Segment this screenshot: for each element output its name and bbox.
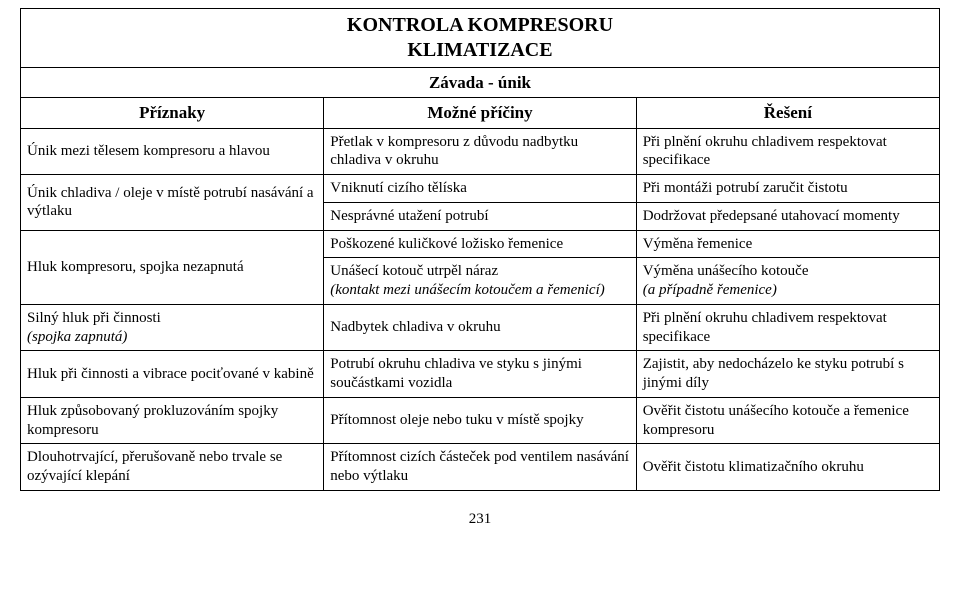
symptom-cell: Silný hluk při činnosti (spojka zapnutá) xyxy=(21,304,324,351)
solution-cell: Výměna řemenice xyxy=(636,230,939,258)
table-row: Únik chladiva / oleje v místě potrubí na… xyxy=(21,175,940,203)
cause-line1: Unášecí kotouč utrpěl náraz xyxy=(330,263,498,279)
cause-cell: Unášecí kotouč utrpěl náraz (kontakt mez… xyxy=(324,258,636,305)
title-row: KONTROLA KOMPRESORU KLIMATIZACE xyxy=(21,9,940,68)
col-causes: Možné příčiny xyxy=(324,98,636,128)
solution-cell: Zajistit, aby nedocházelo ke styku potru… xyxy=(636,351,939,398)
solution-cell: Při plnění okruhu chladivem respektovat … xyxy=(636,304,939,351)
cause-cell: Vniknutí cizího tělíska xyxy=(324,175,636,203)
solution-cell: Ověřit čistotu klimatizačního okruhu xyxy=(636,444,939,491)
cause-cell: Poškozené kuličkové ložisko řemenice xyxy=(324,230,636,258)
col-symptoms: Příznaky xyxy=(21,98,324,128)
table-row: Hluk způsobovaný prokluzováním spojky ko… xyxy=(21,397,940,444)
solution-cell: Při montáži potrubí zaručit čistotu xyxy=(636,175,939,203)
page-number: 231 xyxy=(20,511,940,528)
symptom-cell: Dlouhotrvající, přerušovaně nebo trvale … xyxy=(21,444,324,491)
subtitle-pad-left xyxy=(21,68,324,98)
cause-cell: Potrubí okruhu chladiva ve styku s jiným… xyxy=(324,351,636,398)
diagnostic-table: KONTROLA KOMPRESORU KLIMATIZACE Závada -… xyxy=(20,8,940,491)
symptom-cell: Hluk způsobovaný prokluzováním spojky ko… xyxy=(21,397,324,444)
table-row: Hluk kompresoru, spojka nezapnutá Poškoz… xyxy=(21,230,940,258)
cause-line2: (kontakt mezi unášecím kotoučem a řemeni… xyxy=(330,282,605,298)
cause-cell: Přetlak v kompresoru z důvodu nadbytku c… xyxy=(324,128,636,175)
cause-cell: Přítomnost cizích částeček pod ventilem … xyxy=(324,444,636,491)
table-subtitle: Závada - únik xyxy=(324,68,636,98)
table-row: Dlouhotrvající, přerušovaně nebo trvale … xyxy=(21,444,940,491)
symptom-cell: Únik chladiva / oleje v místě potrubí na… xyxy=(21,175,324,231)
table-title: KONTROLA KOMPRESORU KLIMATIZACE xyxy=(324,9,636,68)
solution-cell: Výměna unášecího kotouče (a případně řem… xyxy=(636,258,939,305)
solution-cell: Ověřit čistotu unášecího kotouče a řemen… xyxy=(636,397,939,444)
table-row: Hluk při činnosti a vibrace pociťované v… xyxy=(21,351,940,398)
solution-cell: Při plnění okruhu chladivem respektovat … xyxy=(636,128,939,175)
symptom-cell: Hluk při činnosti a vibrace pociťované v… xyxy=(21,351,324,398)
subtitle-pad-right xyxy=(636,68,939,98)
symptom-cell: Hluk kompresoru, spojka nezapnutá xyxy=(21,230,324,304)
cause-cell: Přítomnost oleje nebo tuku v místě spojk… xyxy=(324,397,636,444)
subtitle-row: Závada - únik xyxy=(21,68,940,98)
symptom-line2: (spojka zapnutá) xyxy=(27,329,127,345)
table-row: Únik mezi tělesem kompresoru a hlavou Př… xyxy=(21,128,940,175)
solution-cell: Dodržovat předepsané utahovací momenty xyxy=(636,202,939,230)
solution-line1: Výměna unášecího kotouče xyxy=(643,263,809,279)
header-row: Příznaky Možné příčiny Řešení xyxy=(21,98,940,128)
col-solutions: Řešení xyxy=(636,98,939,128)
title-pad-right xyxy=(636,9,939,68)
title-pad-left xyxy=(21,9,324,68)
symptom-line1: Silný hluk při činnosti xyxy=(27,310,161,326)
table-row: Silný hluk při činnosti (spojka zapnutá)… xyxy=(21,304,940,351)
cause-cell: Nesprávné utažení potrubí xyxy=(324,202,636,230)
cause-cell: Nadbytek chladiva v okruhu xyxy=(324,304,636,351)
symptom-cell: Únik mezi tělesem kompresoru a hlavou xyxy=(21,128,324,175)
solution-line2: (a případně řemenice) xyxy=(643,282,777,298)
